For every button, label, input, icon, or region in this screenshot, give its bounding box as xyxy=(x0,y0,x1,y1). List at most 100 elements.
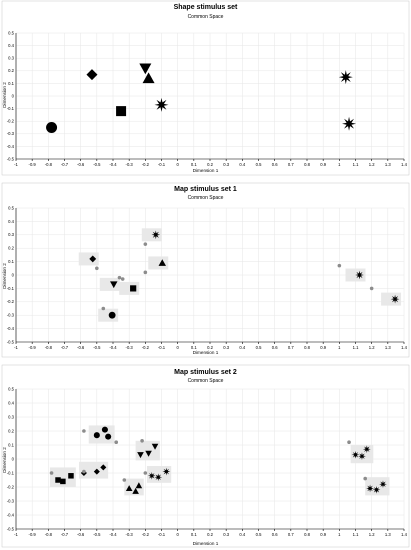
x-tick-label: -0.7 xyxy=(61,162,69,167)
chart-title: Map stimulus set 1 xyxy=(174,186,237,193)
x-tick-label: -1 xyxy=(14,162,18,167)
chart-frame xyxy=(1,364,410,548)
reference-dot-marker xyxy=(114,440,119,445)
reference-dot-marker xyxy=(140,439,144,443)
y-tick-label: 0.4 xyxy=(8,43,14,48)
star-marker xyxy=(147,471,156,480)
x-tick-label: -0.2 xyxy=(142,345,150,350)
reference-dot-marker xyxy=(82,429,86,433)
x-tick-label: 1.2 xyxy=(369,532,375,537)
y-tick-label: -0.2 xyxy=(7,119,15,124)
x-tick-label: 0.9 xyxy=(320,532,326,537)
y-tick-label: 0 xyxy=(12,272,15,277)
x-tick-label: 1 xyxy=(338,345,341,350)
x-tick-label: -0.1 xyxy=(158,345,166,350)
x-tick-label: -0.3 xyxy=(126,162,134,167)
reference-dot-marker xyxy=(82,469,86,474)
x-tick-label: 0.1 xyxy=(191,532,197,537)
x-tick-label: 1.4 xyxy=(401,345,407,350)
star-marker xyxy=(366,484,374,493)
x-tick-label: 0.6 xyxy=(272,532,278,537)
x-tick-label: -1 xyxy=(14,532,18,537)
plot-area: -0.5-0.4-0.3-0.2-0.100.10.20.30.40.5-1 -0… xyxy=(7,386,408,537)
triangle-down-marker xyxy=(137,452,144,459)
y-tick-label: -0.5 xyxy=(7,526,15,531)
y-tick-label: -0.3 xyxy=(7,498,15,503)
y-tick-label: -0.4 xyxy=(7,326,15,331)
y-tick-label: -0.3 xyxy=(7,313,15,318)
triangle-down-marker xyxy=(145,450,152,457)
y-tick-label: 0 xyxy=(12,93,15,98)
x-tick-label: 0.7 xyxy=(288,532,294,537)
y-tick-label: -0.4 xyxy=(7,512,15,517)
cluster-highlight-box xyxy=(365,477,390,496)
y-tick-label: 0.2 xyxy=(8,428,14,433)
circle-marker xyxy=(93,432,100,439)
diamond-marker xyxy=(100,464,107,471)
x-tick-label: -0.1 xyxy=(158,532,166,537)
star-marker xyxy=(154,97,169,112)
star-marker xyxy=(154,473,163,482)
circle-marker xyxy=(46,122,58,133)
x-tick-label: -0.9 xyxy=(29,532,37,537)
triangle-up-marker xyxy=(125,485,133,492)
diamond-marker xyxy=(93,468,100,475)
y-tick-label: 0.2 xyxy=(8,68,14,73)
reference-dot-marker xyxy=(95,266,99,271)
x-tick-label: -0.9 xyxy=(29,345,37,350)
x-tick-label: 1 xyxy=(338,532,341,537)
circle-marker xyxy=(108,311,116,319)
reference-dot-marker xyxy=(347,440,351,445)
x-tick-label: -0.8 xyxy=(45,162,53,167)
reference-dot-marker xyxy=(49,471,54,475)
y-tick-label: 0.1 xyxy=(8,442,14,447)
x-tick-label: 0.4 xyxy=(239,345,245,350)
cluster-highlight-box xyxy=(135,440,160,461)
diamond-marker xyxy=(86,69,98,81)
x-tick-label: -0.4 xyxy=(109,345,117,350)
square-marker xyxy=(116,106,127,117)
star-marker xyxy=(390,294,400,304)
x-tick-label: -0.8 xyxy=(45,345,53,350)
reference-dot-marker xyxy=(143,471,148,475)
square-marker xyxy=(68,473,74,479)
marker-highlight-box xyxy=(78,252,99,266)
x-tick-label: 0.6 xyxy=(272,345,278,350)
triangle-down-marker xyxy=(151,443,159,450)
y-tick-label: -0.1 xyxy=(7,106,15,111)
reference-dot-marker xyxy=(337,263,342,268)
y-tick-label: -0.3 xyxy=(7,131,15,136)
x-tick-label: -0.2 xyxy=(142,162,150,167)
x-axis-label: Dimension 1 xyxy=(193,541,219,546)
y-tick-label: -0.1 xyxy=(7,470,15,475)
y-axis-label: Dimension 2 xyxy=(2,263,7,289)
chart-panel-shape-stimulus-set: Shape stimulus set Common Space -0.5 -0.4… xyxy=(1,0,410,176)
x-tick-label: 0 xyxy=(176,532,179,537)
y-tick-label: -0.2 xyxy=(7,484,15,489)
x-tick-label: 0.8 xyxy=(304,532,310,537)
star-marker xyxy=(379,480,387,489)
x-tick-label: 0.9 xyxy=(320,162,326,167)
x-tick-label: 1.2 xyxy=(369,162,375,167)
plot-area: -0.5-0.4-0.3-0.2-0.100.10.20.30.40.5-1 -0… xyxy=(7,205,408,350)
y-tick-label: -0.1 xyxy=(7,286,15,291)
x-tick-label: -0.4 xyxy=(109,162,117,167)
y-tick-label: -0.4 xyxy=(7,144,15,149)
reference-dot-marker xyxy=(120,277,125,281)
x-tick-label: 1.4 xyxy=(401,532,407,537)
reference-dot-marker xyxy=(101,306,106,311)
x-tick-label: -0.6 xyxy=(77,162,85,167)
reference-dot-marker xyxy=(143,242,148,246)
x-tick-label: -0.5 xyxy=(93,532,101,537)
x-tick-label: 0 xyxy=(176,162,179,167)
y-tick-label: 0.3 xyxy=(8,56,14,61)
chart-subtitle: Common Space xyxy=(188,195,224,201)
x-tick-label: 0.2 xyxy=(207,162,213,167)
x-tick-label: -0.5 xyxy=(93,345,101,350)
star-marker xyxy=(338,70,353,85)
x-tick-label: 0.5 xyxy=(256,532,262,537)
x-tick-label: 0.5 xyxy=(256,162,262,167)
y-tick-label: -0.5 xyxy=(7,156,15,161)
triangle-up-marker xyxy=(142,72,155,84)
star-marker xyxy=(351,450,360,459)
